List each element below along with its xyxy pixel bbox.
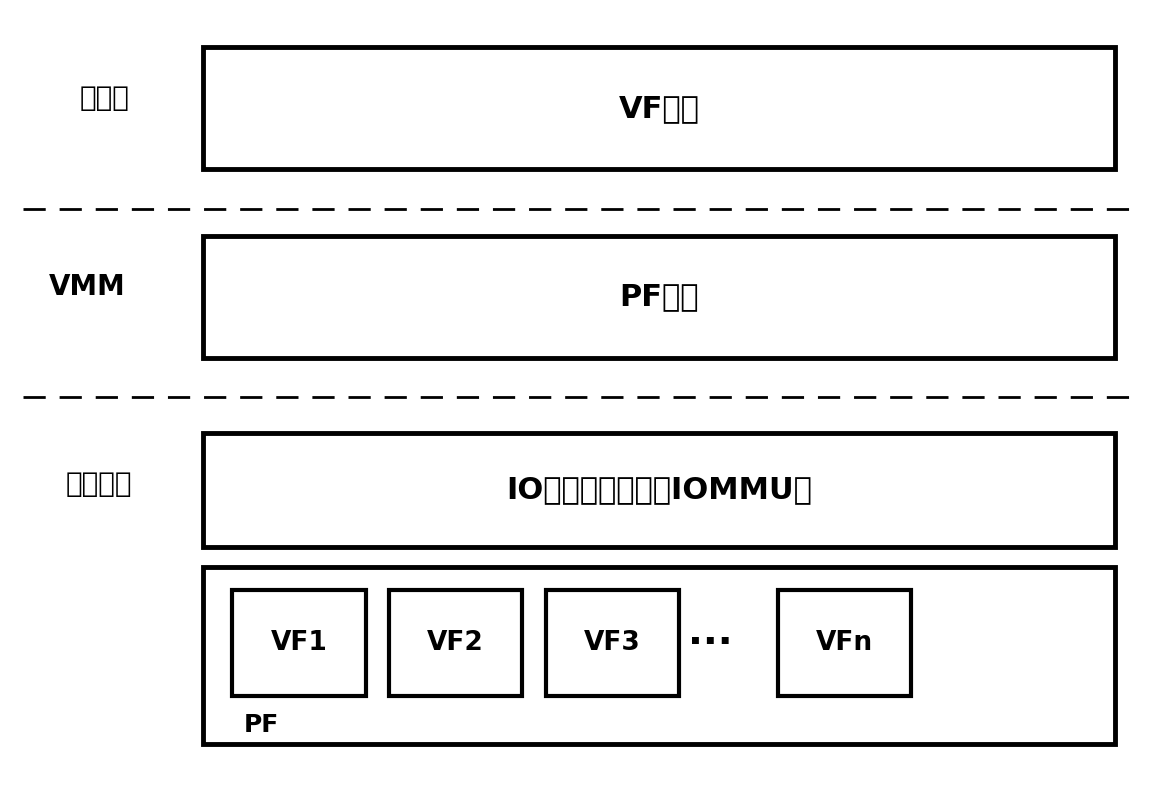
Text: 物理资源: 物理资源 bbox=[65, 470, 132, 498]
FancyBboxPatch shape bbox=[203, 433, 1115, 547]
Text: VF1: VF1 bbox=[271, 630, 327, 656]
FancyBboxPatch shape bbox=[546, 590, 679, 696]
FancyBboxPatch shape bbox=[203, 47, 1115, 169]
Text: IO内存控制单元（IOMMU）: IO内存控制单元（IOMMU） bbox=[506, 475, 812, 504]
FancyBboxPatch shape bbox=[203, 236, 1115, 358]
Text: VFn: VFn bbox=[816, 630, 873, 656]
Text: VMM: VMM bbox=[49, 273, 125, 301]
FancyBboxPatch shape bbox=[203, 567, 1115, 744]
Text: VF驱动: VF驱动 bbox=[619, 94, 699, 123]
Text: ···: ··· bbox=[688, 624, 733, 662]
Text: 虚拟机: 虚拟机 bbox=[80, 84, 129, 113]
FancyBboxPatch shape bbox=[778, 590, 911, 696]
FancyBboxPatch shape bbox=[232, 590, 366, 696]
Text: PF: PF bbox=[244, 714, 279, 737]
Text: VF2: VF2 bbox=[427, 630, 484, 656]
FancyBboxPatch shape bbox=[389, 590, 522, 696]
Text: PF驱动: PF驱动 bbox=[619, 283, 699, 312]
Text: VF3: VF3 bbox=[584, 630, 641, 656]
